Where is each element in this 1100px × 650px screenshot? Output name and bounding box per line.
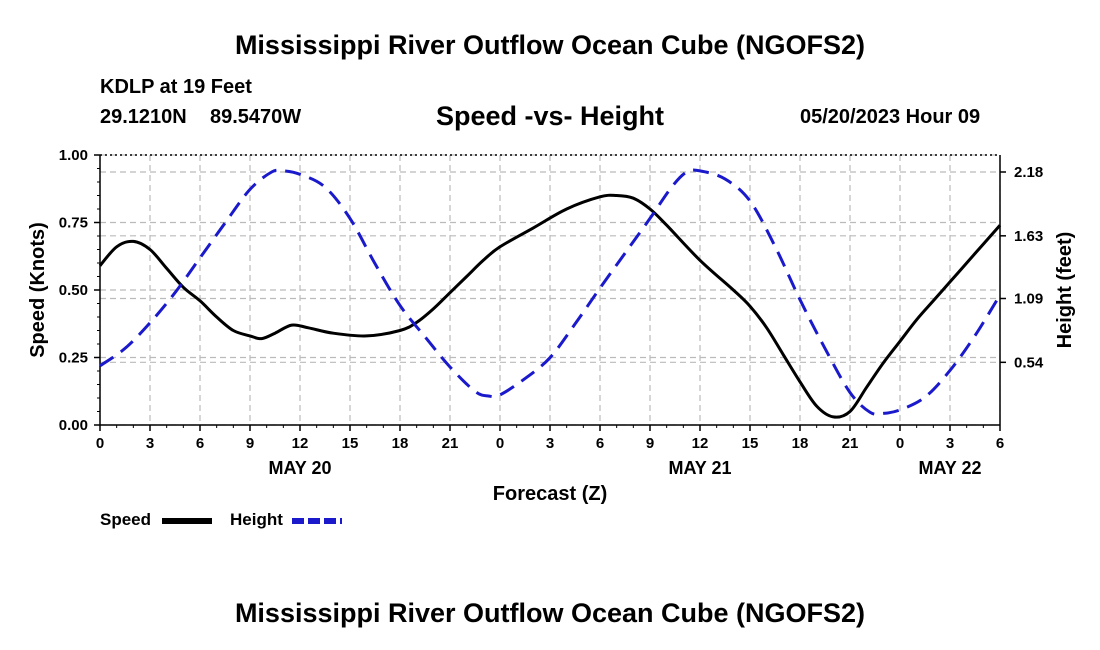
x-tick-label: 0	[96, 435, 104, 452]
y-axis-right-title: Height (feet)	[1054, 232, 1076, 349]
y-left-tick-label: 0.75	[59, 215, 88, 232]
legend-label-speed: Speed	[100, 510, 151, 529]
x-tick-label: 9	[646, 435, 654, 452]
x-tick-label: 21	[842, 435, 859, 452]
x-tick-label: 12	[692, 435, 709, 452]
x-tick-label: 18	[792, 435, 809, 452]
y-left-tick-label: 0.50	[59, 282, 88, 299]
latitude-label: 29.1210N	[100, 106, 187, 128]
date-label: MAY 20	[268, 458, 331, 478]
y-right-tick-label: 1.09	[1014, 291, 1043, 308]
y-right-tick-label: 1.63	[1014, 228, 1043, 245]
x-tick-label: 3	[946, 435, 954, 452]
chart-main-title: Mississippi River Outflow Ocean Cube (NG…	[234, 30, 866, 60]
x-tick-label: 15	[342, 435, 359, 452]
x-tick-label: 18	[392, 435, 409, 452]
x-tick-label: 0	[496, 435, 504, 452]
date-label: MAY 22	[918, 458, 981, 478]
x-tick-label: 15	[742, 435, 759, 452]
forecast-datetime: 05/20/2023 Hour 09	[800, 106, 981, 128]
y-left-tick-label: 0.00	[59, 417, 88, 434]
series-line-speed	[98, 193, 1002, 419]
x-tick-label: 9	[246, 435, 254, 452]
x-tick-label: 3	[546, 435, 554, 452]
x-tick-label: 6	[596, 435, 604, 452]
x-tick-label: 0	[896, 435, 904, 452]
chart-footer-title: Mississippi River Outflow Ocean Cube (NG…	[234, 598, 866, 628]
x-tick-label: 12	[292, 435, 309, 452]
station-label: KDLP at 19 Feet	[100, 76, 252, 98]
series-line-height	[99, 168, 1002, 416]
legend-label-height: Height	[230, 510, 283, 529]
x-tick-label: 6	[196, 435, 204, 452]
longitude-label: 89.5470W	[210, 106, 302, 128]
x-tick-label: 6	[996, 435, 1004, 452]
date-label: MAY 21	[668, 458, 731, 478]
x-axis-title: Forecast (Z)	[493, 483, 607, 505]
y-right-tick-label: 0.54	[1014, 354, 1044, 371]
x-tick-label: 3	[146, 435, 154, 452]
y-left-tick-label: 0.25	[59, 350, 88, 367]
chart-subtitle: Speed -vs- Height	[435, 101, 665, 131]
x-tick-label: 21	[442, 435, 459, 452]
y-left-tick-label: 1.00	[59, 147, 88, 164]
y-right-tick-label: 2.18	[1014, 164, 1043, 181]
y-axis-left-title: Speed (Knots)	[27, 222, 49, 358]
